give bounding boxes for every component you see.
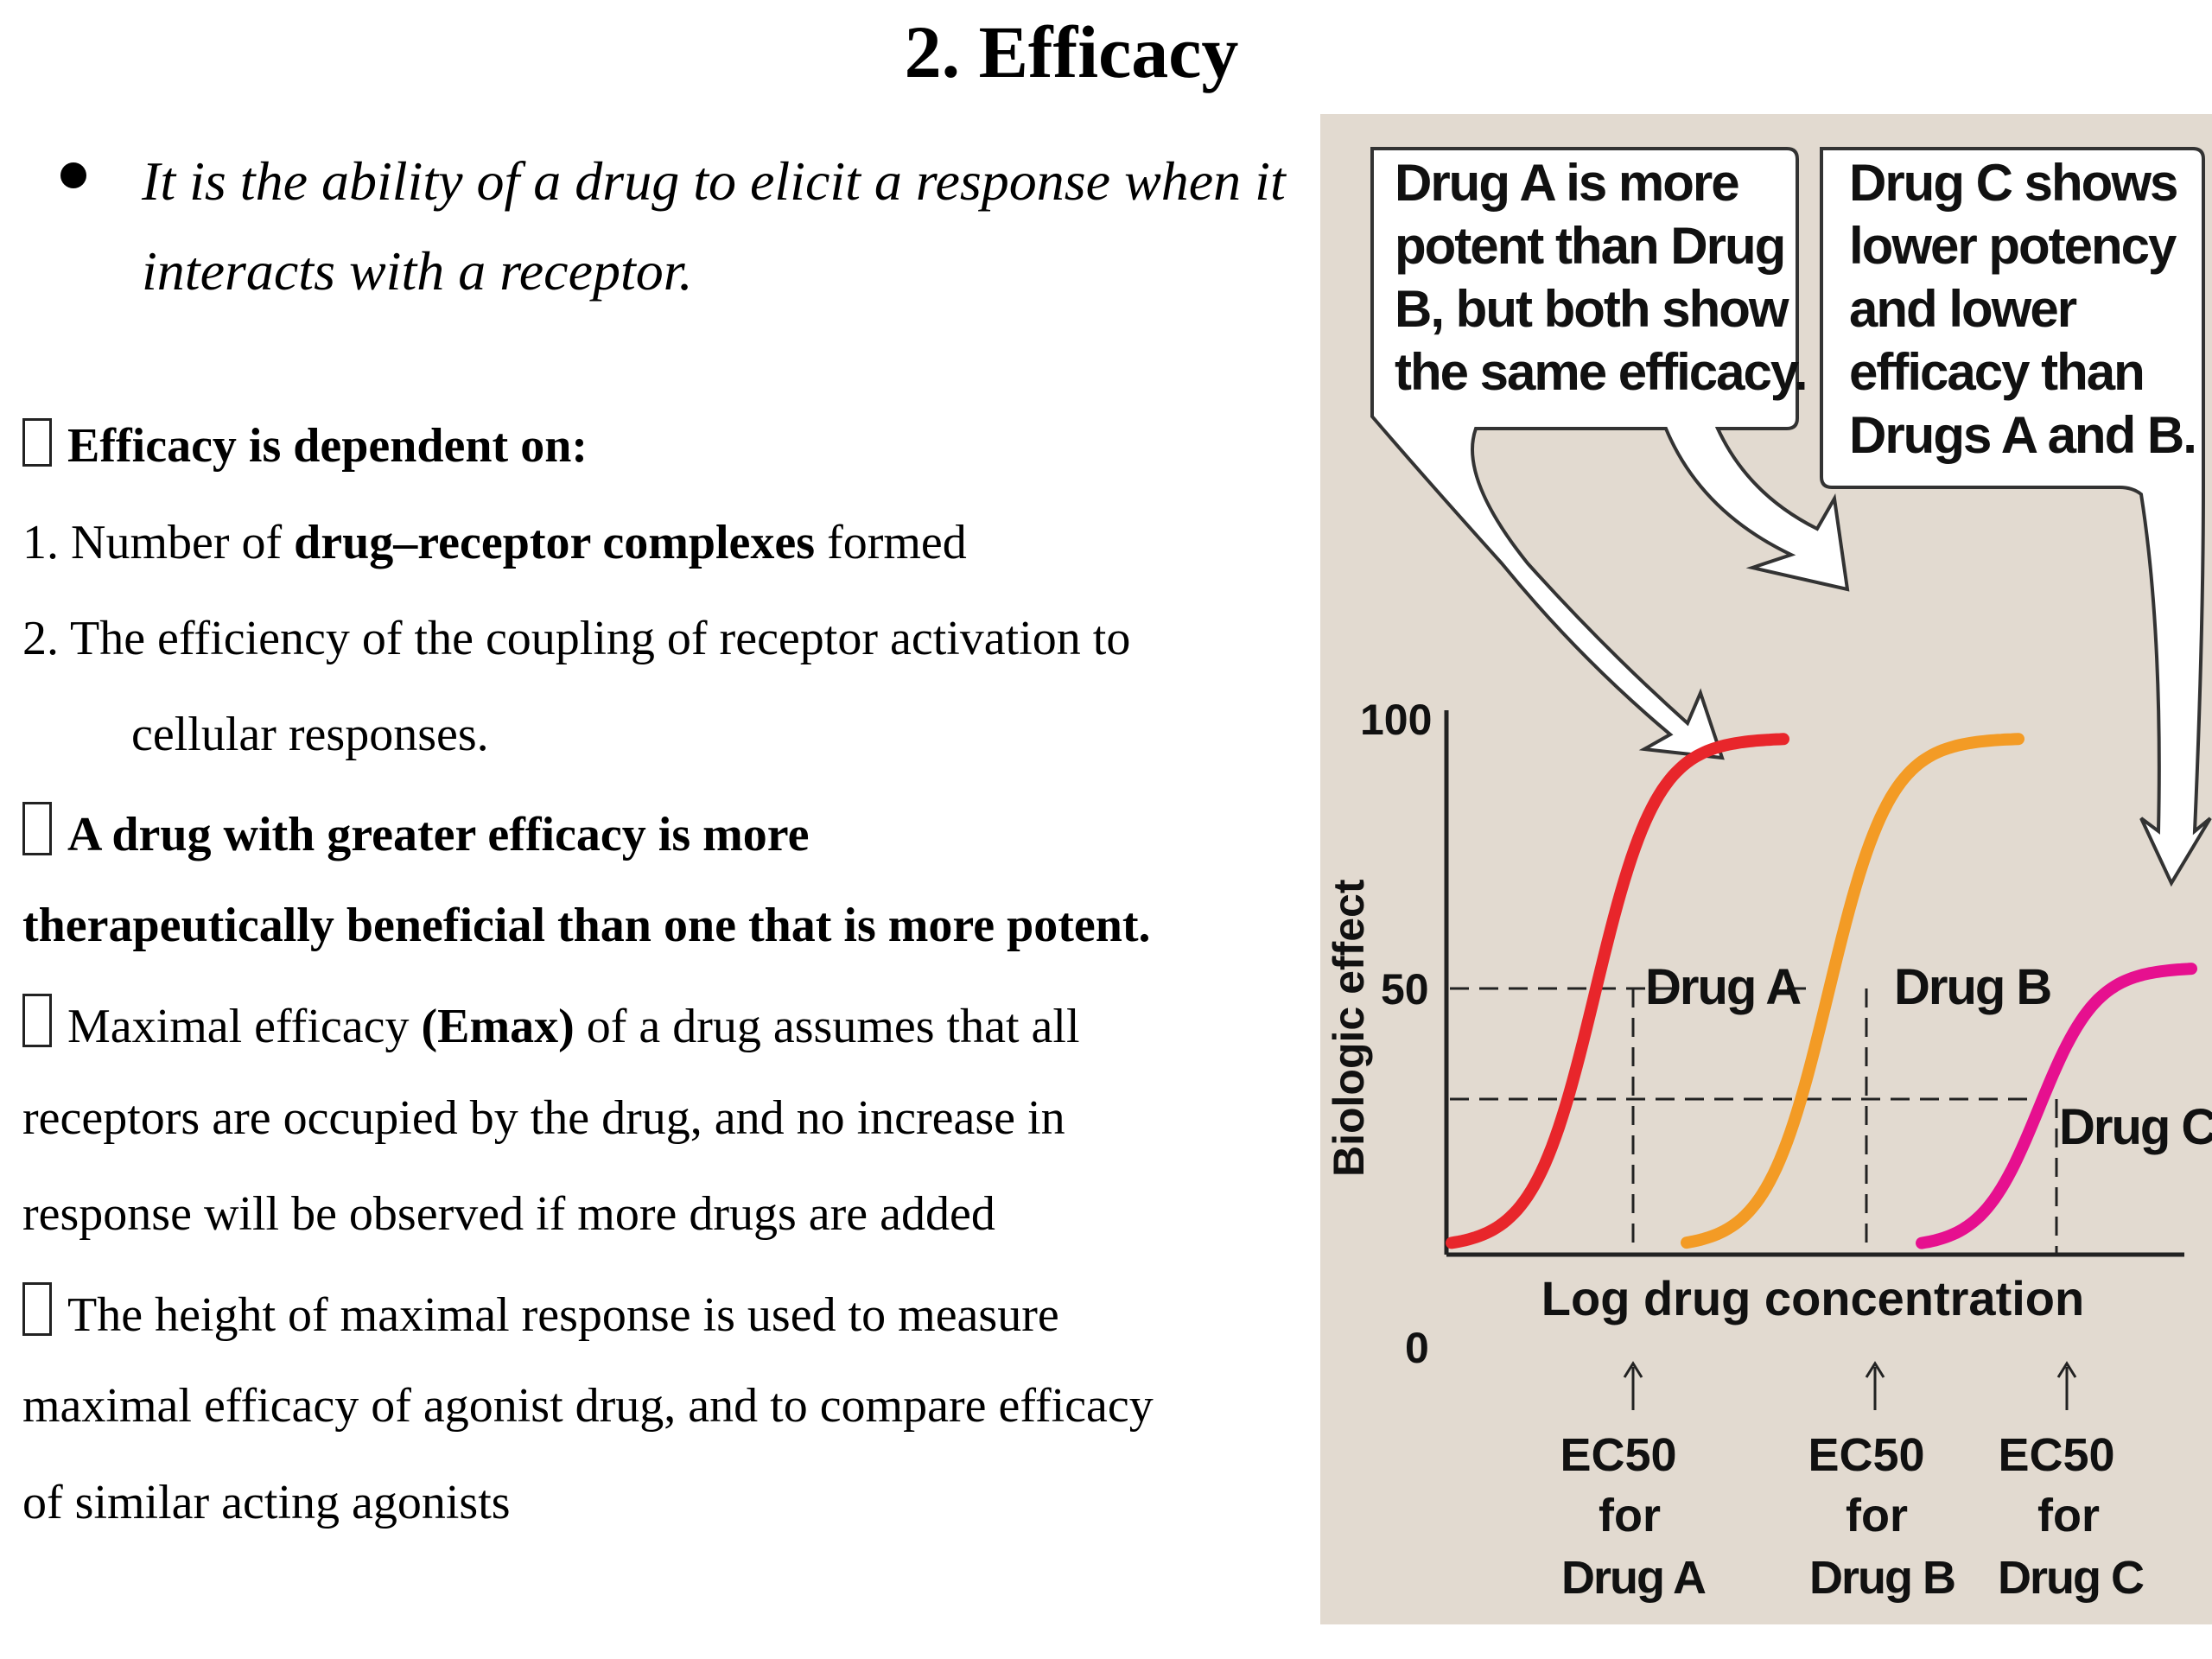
ec50-marker-c: EC50 for Drug C (1998, 1361, 2145, 1604)
checkbox-icon (22, 994, 52, 1047)
checkbox-icon (22, 1282, 52, 1336)
callout-c-bubble (1820, 147, 2212, 887)
height-line-2: maximal efficacy of agonist drug, and to… (22, 1379, 1154, 1433)
callout-a-bubble (1370, 147, 1850, 760)
callout-c-line-1: Drug C shows (1849, 154, 2177, 212)
height-line-1: The height of maximal response is used t… (22, 1282, 1059, 1343)
checkbox-icon (22, 802, 52, 855)
label-drug-a: Drug A (1645, 959, 1801, 1015)
dose-response-chart: Drug A is more potent than Drug B, but b… (1325, 147, 2212, 1604)
bullet-dot (60, 162, 86, 188)
callout-a-line-4: the same efficacy. (1395, 343, 1807, 401)
y-axis-label: Biologic effect (1325, 879, 1373, 1177)
curve-drug-a (1446, 733, 1789, 1249)
y-tick-50: 50 (1381, 965, 1429, 1014)
ec50-b-line-2: for (1846, 1490, 1908, 1541)
label-drug-b: Drug B (1894, 959, 2050, 1015)
curve-drug-c (1916, 963, 2197, 1249)
ec50-marker-b: EC50 for Drug B (1808, 1361, 1956, 1604)
y-tick-100: 100 (1360, 696, 1432, 744)
callout-c-line-4: efficacy than (1849, 343, 2144, 401)
ec50-c-line-1: EC50 (1998, 1429, 2114, 1481)
emax-line-1: Maximal efficacy (Emax) of a drug assume… (22, 994, 1080, 1054)
ec50-b-line-3: Drug B (1809, 1552, 1955, 1604)
label-drug-c: Drug C (2059, 1099, 2212, 1155)
emax-line-2: receptors are occupied by the drug, and … (22, 1091, 1065, 1145)
ec50-c-line-3: Drug C (1998, 1552, 2144, 1604)
ec50-a-line-3: Drug A (1561, 1552, 1706, 1604)
intro-text: It is the ability of a drug to elicit a … (142, 150, 1286, 302)
item-2-line-2: cellular responses. (131, 708, 489, 761)
checkbox-icon (22, 418, 52, 467)
item-1: 1. Number of drug–receptor complexes for… (22, 516, 967, 569)
greater-efficacy-line-1: A drug with greater efficacy is more (22, 802, 809, 862)
dependent-heading: Efficacy is dependent on: (22, 418, 588, 474)
ec50-b-line-1: EC50 (1808, 1429, 1924, 1481)
callout-a-line-3: B, but both show (1395, 280, 1789, 338)
ec50-c-line-2: for (2037, 1490, 2100, 1541)
x-axis-label: Log drug concentration (1541, 1271, 2084, 1325)
item-2-line-1: 2. The efficiency of the coupling of rec… (22, 612, 1131, 665)
dose-response-figure: Drug A is more potent than Drug B, but b… (1320, 114, 2212, 1624)
ec50-marker-a: EC50 for Drug A (1560, 1361, 1707, 1604)
callout-c-line-2: lower potency (1849, 217, 2177, 275)
y-tick-0: 0 (1405, 1324, 1429, 1372)
curve-drug-b (1681, 733, 2024, 1249)
greater-efficacy-line-2: therapeutically beneficial than one that… (22, 899, 1151, 952)
callout-c-line-3: and lower (1849, 280, 2077, 338)
emax-line-3: response will be observed if more drugs … (22, 1187, 995, 1241)
page-title: 2. Efficacy (904, 10, 1239, 93)
callout-a-line-1: Drug A is more (1395, 154, 1738, 212)
callout-a-line-2: potent than Drug (1395, 217, 1784, 275)
callout-c-line-5: Drugs A and B. (1849, 406, 2196, 464)
ec50-a-line-1: EC50 (1560, 1429, 1676, 1481)
height-line-3: of similar acting agonists (22, 1476, 511, 1529)
ec50-a-line-2: for (1599, 1490, 1661, 1541)
